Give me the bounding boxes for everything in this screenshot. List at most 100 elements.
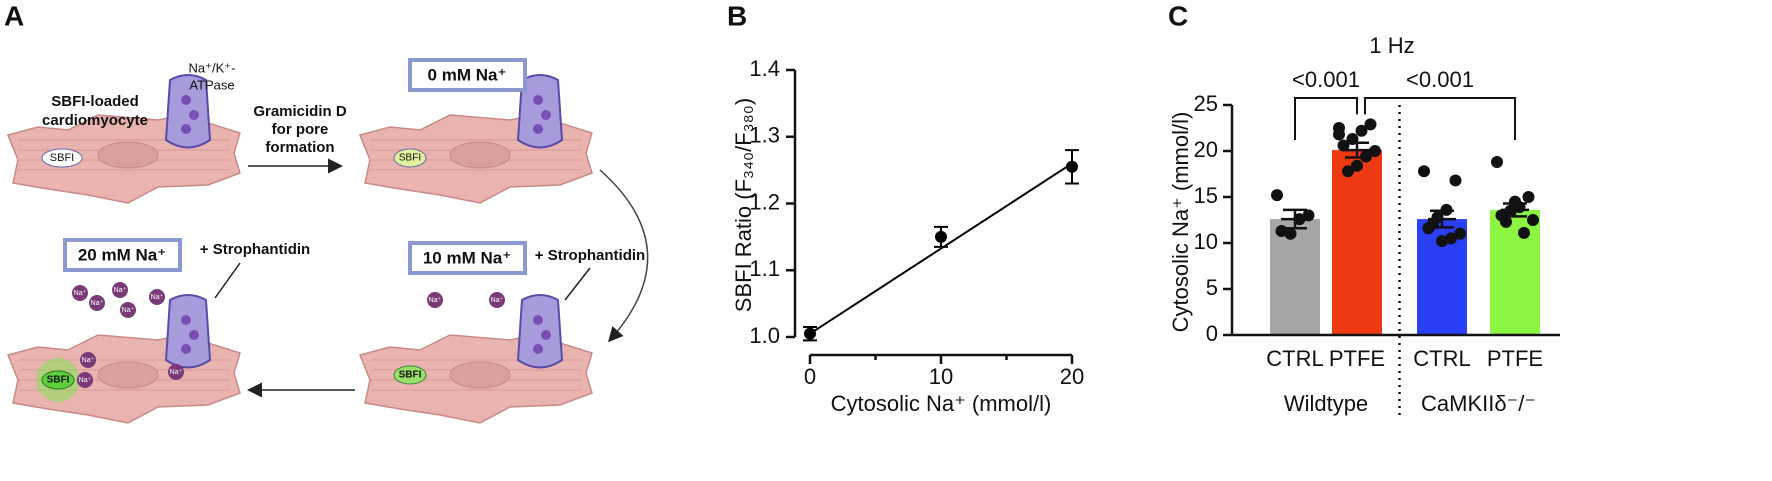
x-axis-label: Cytosolic Na⁺ (mmol/l) — [831, 391, 1052, 416]
condition-label: 10 mM Na⁺ — [423, 248, 511, 267]
point — [1066, 160, 1078, 173]
point — [1454, 227, 1466, 240]
ion — [149, 289, 165, 305]
bar — [1332, 150, 1382, 335]
panel-label: B — [727, 0, 747, 31]
significance-label: <0.001 — [1406, 67, 1474, 92]
cell-label: cardiomyocyte — [42, 112, 148, 129]
dye-label: SBFI — [47, 375, 70, 386]
y-axis-label: SBFI Ratio (F₃₄₀/F₃₈₀) — [731, 98, 756, 312]
ion — [427, 292, 443, 308]
dye-label: SBFI — [399, 153, 421, 164]
bar — [1490, 209, 1540, 335]
point — [1271, 189, 1283, 202]
x-tick-label: 20 — [1060, 364, 1084, 389]
significance-bracket — [1294, 97, 1358, 140]
ion — [77, 372, 93, 388]
dye — [393, 365, 427, 385]
ion — [72, 285, 88, 301]
drug-label: + Strophantidin — [200, 241, 310, 258]
y-tick-label: 1.2 — [749, 189, 780, 214]
significance-label: <0.001 — [1292, 67, 1360, 92]
ion — [80, 352, 96, 368]
significance-bracket — [1364, 97, 1516, 140]
pump — [165, 294, 211, 369]
point — [1418, 165, 1430, 178]
cell-label: SBFI-loaded — [51, 93, 139, 110]
point — [1284, 227, 1297, 240]
y-tick-label: 1.4 — [749, 56, 780, 81]
point — [1445, 232, 1457, 245]
y-tick-label: 1.3 — [749, 123, 780, 148]
x-tick-label: CTRL — [1413, 346, 1470, 371]
condition-label: 0 mM Na⁺ — [428, 65, 507, 84]
point — [1449, 174, 1462, 187]
ion-label: Na⁺ — [79, 376, 92, 384]
arrow — [599, 169, 649, 343]
y-tick-label: 0 — [1206, 321, 1218, 346]
x-tick-label: CTRL — [1266, 346, 1323, 371]
ion-label: Na⁺ — [491, 296, 504, 304]
point — [1275, 225, 1288, 238]
ion — [489, 292, 505, 308]
ion-label: Na⁺ — [429, 296, 442, 304]
dye — [41, 370, 75, 390]
condition-box — [408, 58, 527, 92]
panel-a: A SBFI SBFI-loaded cardiomyocyte Na⁺/K⁺-… — [4, 0, 649, 424]
error-bar — [1343, 141, 1371, 159]
ion-label: Na⁺ — [122, 306, 135, 314]
y-axis-label: Cytosolic Na⁺ (mmol/l) — [1168, 112, 1193, 333]
y-tick-label: 25 — [1194, 91, 1218, 116]
point — [1333, 128, 1345, 141]
step-label: formation — [265, 139, 334, 156]
inhibit-arrow — [564, 267, 591, 301]
point — [1351, 159, 1363, 172]
pump — [517, 294, 563, 369]
dye-label: SBFI — [399, 370, 422, 381]
point — [1500, 215, 1512, 228]
point — [1518, 226, 1530, 239]
point — [804, 327, 816, 340]
ion-label: Na⁺ — [151, 293, 164, 301]
x-tick-label: PTFE — [1487, 346, 1543, 371]
error-bar — [1281, 208, 1309, 230]
point — [1491, 156, 1503, 169]
ion-label: Na⁺ — [91, 299, 104, 307]
drug-label: + Strophantidin — [535, 247, 645, 264]
point — [935, 230, 947, 243]
chart-title: 1 Hz — [1369, 33, 1414, 58]
x-tick-label: 10 — [929, 364, 953, 389]
fit-line — [809, 162, 1073, 335]
condition-box — [63, 238, 182, 272]
step-label: Gramicidin D — [253, 103, 347, 120]
condition-box — [408, 241, 527, 275]
y-tick-label: 10 — [1194, 229, 1218, 254]
ions: Na⁺ Na⁺ Na⁺ Na⁺ Na⁺ Na⁺ Na⁺ Na⁺ — [72, 282, 184, 388]
panel-label: A — [4, 0, 24, 31]
y-tick-label: 1.1 — [749, 256, 780, 281]
ion — [168, 364, 184, 380]
error-bar — [1501, 202, 1529, 218]
y-tick-label: 5 — [1206, 275, 1218, 300]
ion — [120, 302, 136, 318]
dye-label: SBFI — [50, 152, 74, 164]
ion — [89, 295, 105, 311]
pump-label: Na⁺/K⁺- — [189, 60, 236, 75]
ion — [112, 282, 128, 298]
pump-label: ATPase — [189, 77, 234, 92]
error-bar — [1428, 209, 1456, 229]
y-tick-label: 1.0 — [749, 323, 780, 348]
point — [1369, 145, 1381, 157]
step-label: for pore — [272, 121, 329, 138]
panel-label: C — [1168, 0, 1188, 31]
ion-label: Na⁺ — [170, 368, 183, 376]
point — [1342, 165, 1354, 178]
dye — [41, 148, 83, 168]
ion-label: Na⁺ — [114, 286, 127, 294]
point — [1436, 235, 1448, 248]
point — [1522, 191, 1535, 203]
dye — [393, 148, 427, 168]
bar — [1270, 219, 1320, 335]
point — [1355, 124, 1368, 137]
